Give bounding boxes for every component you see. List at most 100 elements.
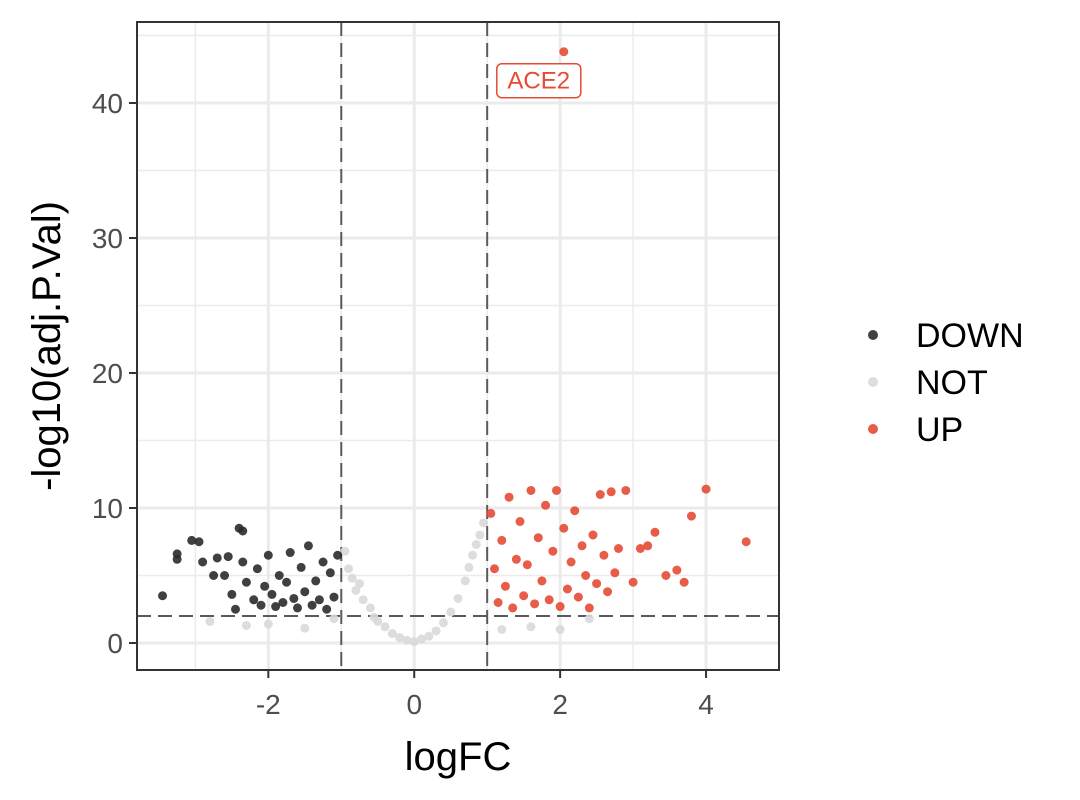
point-not	[468, 550, 478, 560]
point-down	[220, 571, 230, 580]
point-up	[595, 490, 605, 499]
point-up	[504, 492, 514, 502]
point-not	[471, 539, 481, 549]
point-up	[533, 533, 543, 543]
point-down	[252, 564, 262, 574]
point-down	[318, 557, 328, 567]
x-tick-label: -2	[256, 689, 281, 720]
point-up	[566, 557, 576, 567]
plot-panel-border	[136, 21, 780, 671]
point-up	[511, 554, 521, 564]
point-up	[573, 592, 583, 602]
point-up	[606, 487, 616, 497]
point-up	[686, 511, 696, 521]
point-not	[358, 595, 368, 605]
point-up	[548, 546, 558, 556]
point-down	[241, 577, 251, 587]
y-tick-label: 0	[107, 628, 123, 659]
point-down	[238, 526, 248, 536]
point-up	[577, 541, 587, 551]
point-down	[256, 600, 266, 610]
point-down	[303, 541, 313, 551]
point-not	[460, 576, 470, 586]
point-not	[555, 625, 565, 634]
point-not	[380, 622, 390, 632]
point-up	[635, 544, 645, 553]
point-up	[588, 530, 598, 540]
point-up	[486, 508, 496, 518]
point-down	[238, 557, 248, 567]
data-points	[158, 47, 751, 647]
point-up	[500, 581, 510, 591]
threshold-lines	[137, 22, 779, 670]
point-not	[584, 614, 594, 624]
point-up	[530, 599, 540, 609]
point-up	[570, 506, 580, 516]
y-tick-label: 20	[92, 358, 123, 389]
y-tick-label: 30	[92, 223, 123, 254]
point-up	[661, 571, 671, 580]
point-down	[285, 548, 295, 558]
annotations: ACE2	[496, 62, 582, 99]
y-tick-label: 40	[92, 88, 123, 119]
point-not	[347, 573, 357, 583]
point-down	[314, 595, 324, 605]
point-down	[194, 537, 204, 547]
point-up	[614, 544, 623, 553]
point-up	[519, 591, 529, 601]
point-down	[329, 592, 339, 602]
point-down	[278, 598, 288, 607]
point-not	[479, 518, 489, 528]
point-down	[260, 581, 270, 591]
point-not	[263, 619, 273, 629]
annotation-label-box	[496, 62, 582, 99]
x-axis-title: logFC	[405, 735, 512, 779]
point-not	[409, 637, 419, 647]
point-up	[555, 602, 565, 612]
point-not	[351, 585, 361, 595]
point-up	[701, 484, 711, 494]
legend-key-up	[868, 424, 878, 434]
point-down	[227, 589, 237, 599]
point-not	[365, 603, 375, 613]
legend-key-down	[868, 330, 878, 340]
point-up	[741, 537, 751, 547]
point-down	[296, 562, 306, 572]
point-not	[475, 530, 485, 540]
x-tick-label: 0	[406, 689, 422, 720]
point-down	[300, 587, 310, 597]
point-up	[584, 603, 594, 613]
x-tick-label: 4	[698, 689, 714, 720]
point-up	[493, 598, 503, 607]
point-down	[263, 550, 273, 560]
point-down	[311, 576, 321, 586]
point-up	[508, 603, 518, 613]
point-down	[333, 550, 343, 560]
point-up	[526, 485, 536, 495]
point-not	[402, 635, 412, 645]
point-up	[515, 517, 525, 526]
point-up	[489, 564, 499, 574]
point-up	[522, 560, 532, 570]
y-axis-title: -log10(adj.P.Val)	[25, 201, 69, 491]
point-not	[497, 625, 507, 634]
point-not	[431, 626, 441, 636]
point-down	[325, 568, 335, 578]
point-up	[592, 579, 602, 589]
point-up	[544, 595, 554, 605]
point-not	[373, 616, 383, 626]
point-not	[241, 620, 251, 630]
point-up	[621, 485, 631, 495]
point-not	[387, 629, 397, 639]
point-up	[562, 584, 572, 594]
point-down	[274, 571, 284, 580]
point-down	[209, 571, 219, 580]
point-down	[293, 603, 302, 613]
legend-label-not: NOT	[916, 364, 988, 402]
point-not	[424, 631, 434, 641]
point-not	[205, 616, 215, 626]
point-down	[158, 591, 168, 601]
point-down	[212, 553, 222, 563]
